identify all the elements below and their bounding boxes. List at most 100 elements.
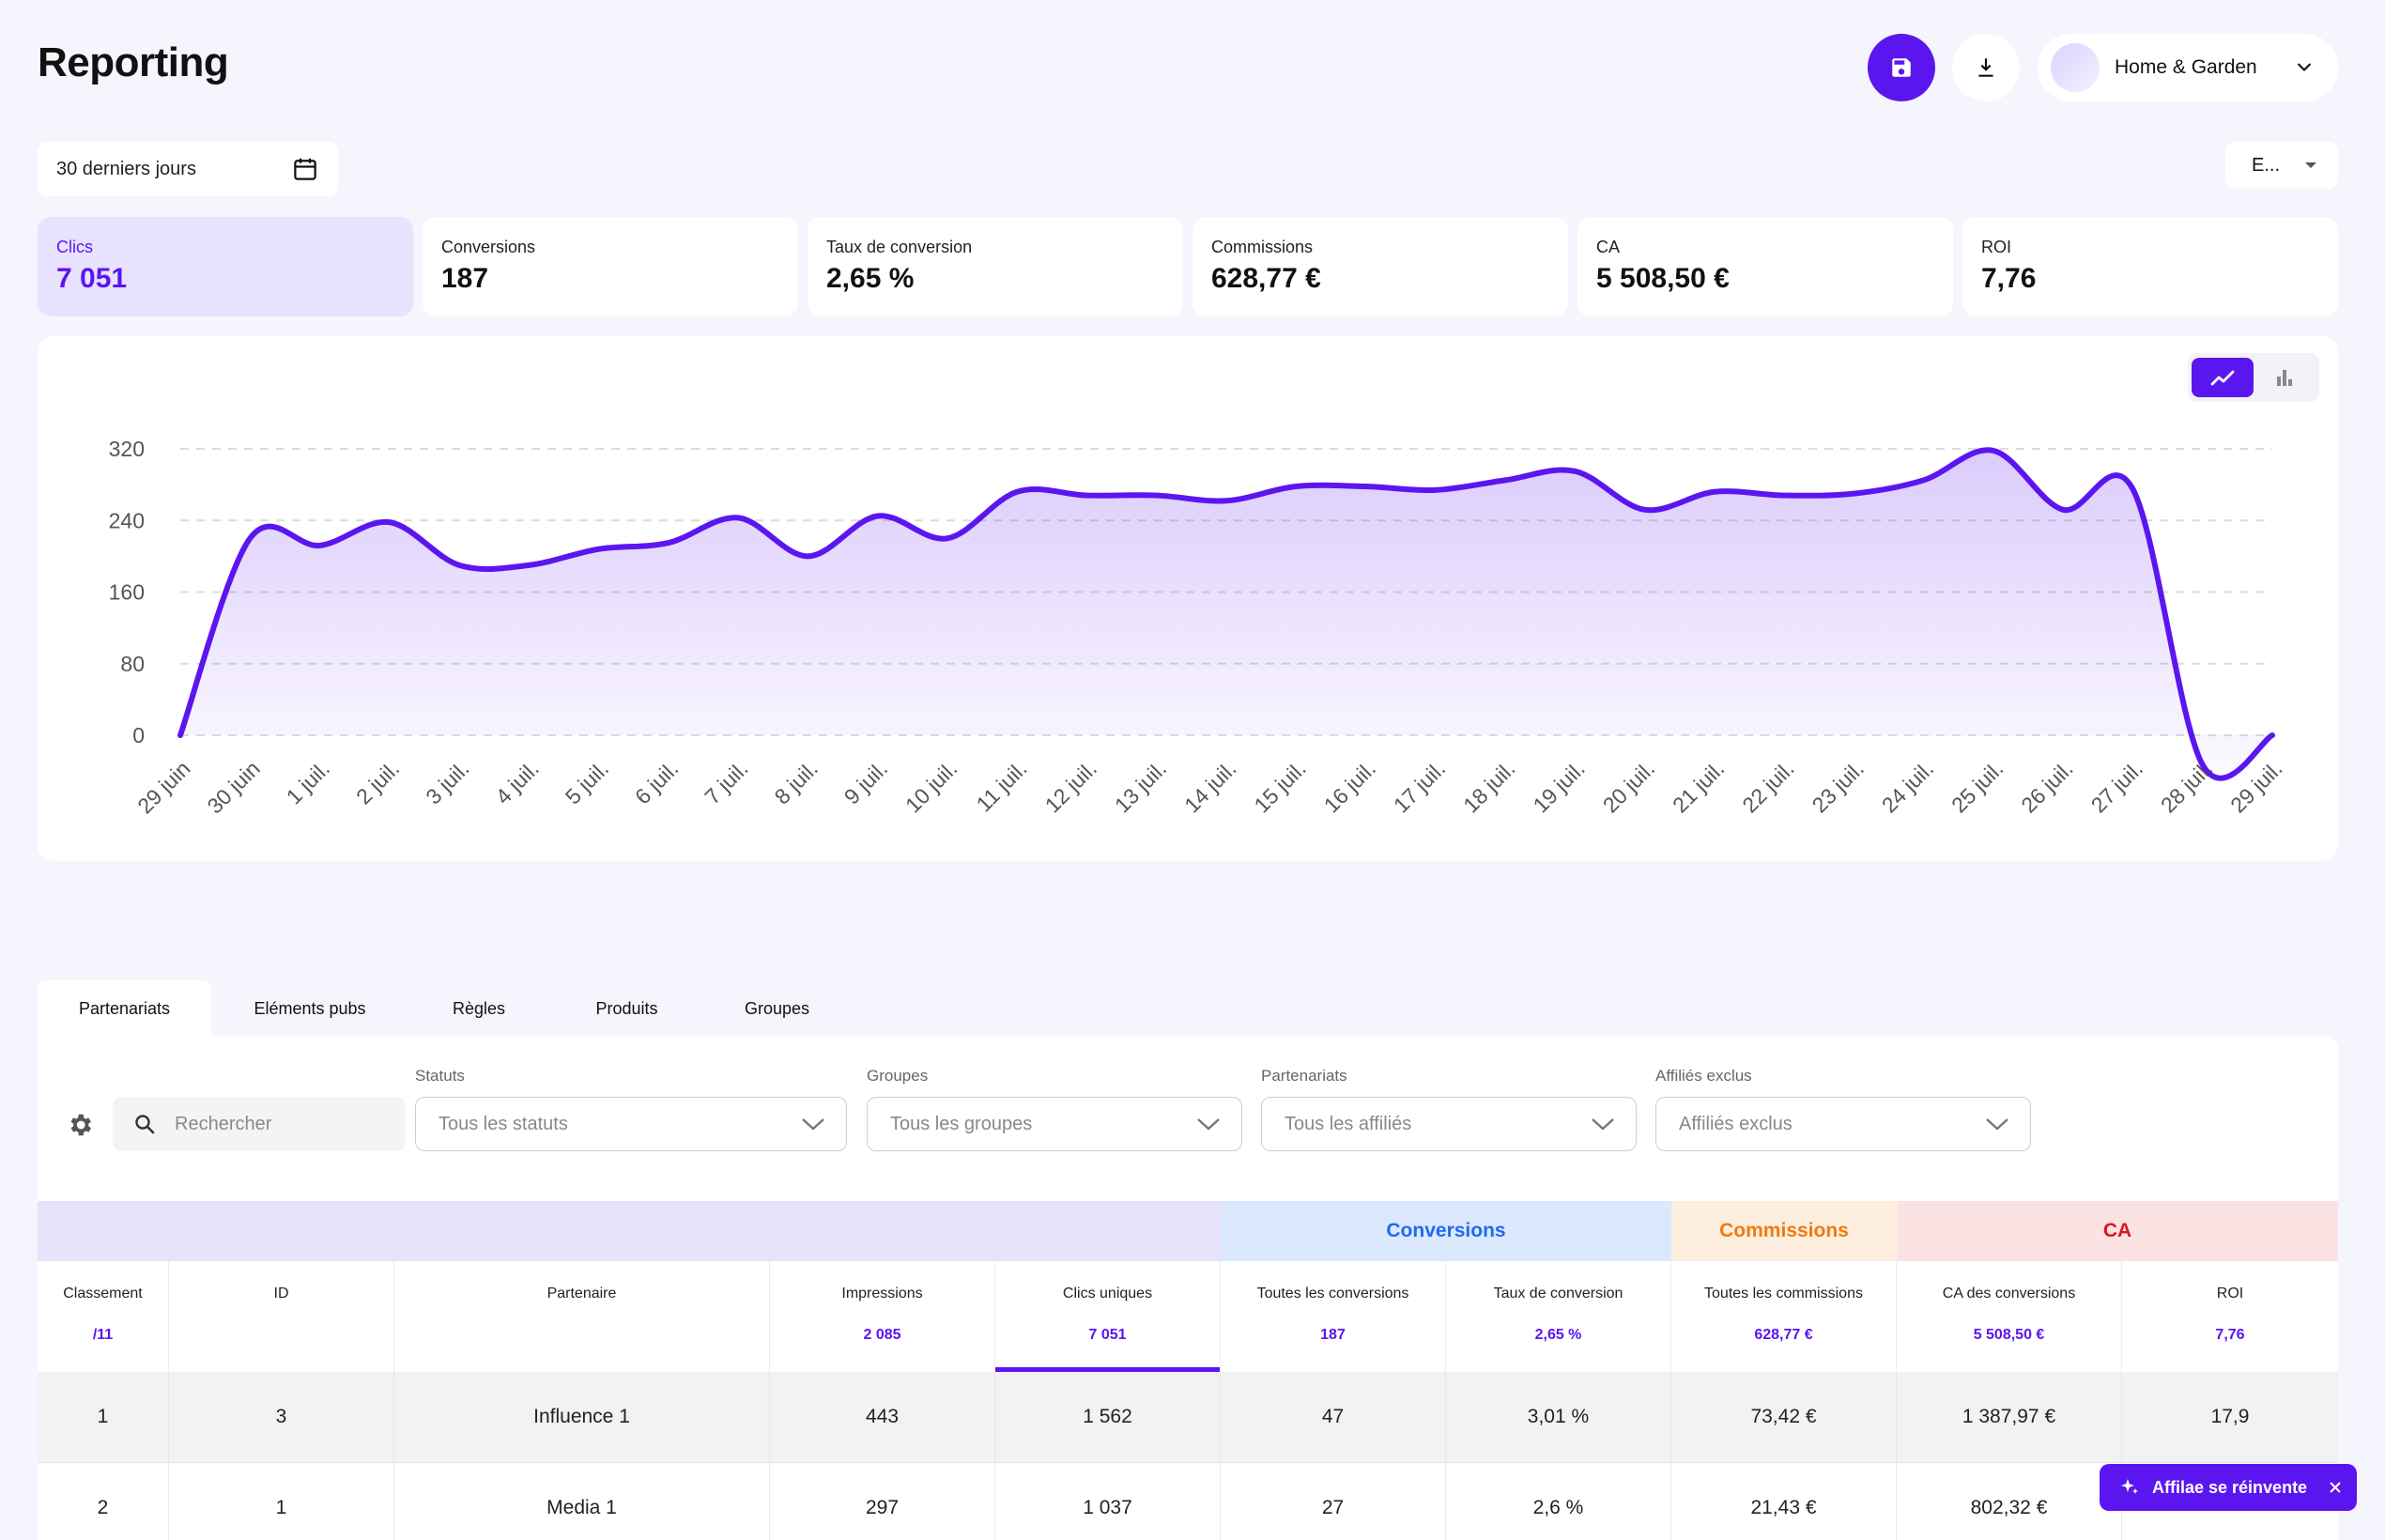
- x-tick-label: 29 juin: [132, 756, 194, 818]
- kpi-row: Clics 7 051 Conversions 187 Taux de conver…: [38, 217, 2338, 316]
- table-row[interactable]: 1 3 Influence 1 443 1 562 47 3,01 % 73,4…: [38, 1372, 2338, 1462]
- x-tick-label: 13 juil.: [1110, 756, 1171, 817]
- kpi-card-ca[interactable]: CA 5 508,50 €: [1577, 217, 1953, 316]
- save-button[interactable]: [1868, 34, 1935, 101]
- affilies-exclus-select[interactable]: Affiliés exclus: [1655, 1097, 2031, 1151]
- x-tick-label: 25 juil.: [1946, 756, 2008, 817]
- x-tick-label: 5 juil.: [561, 756, 613, 808]
- column-header-partenaire[interactable]: Partenaire: [394, 1261, 770, 1372]
- x-tick-label: 8 juil.: [770, 756, 823, 808]
- kpi-label: ROI: [1981, 238, 2012, 256]
- search-input[interactable]: Rechercher: [113, 1097, 406, 1151]
- cell-commissions: 21,43 €: [1671, 1463, 1897, 1540]
- series-line: [177, 447, 2275, 781]
- line-chart-button[interactable]: [2192, 358, 2254, 397]
- x-tick-label: 9 juil.: [839, 756, 892, 808]
- kpi-card-commissions[interactable]: Commissions 628,77 €: [1192, 217, 1568, 316]
- x-tick-label: 14 juil.: [1179, 756, 1240, 817]
- column-label: ROI: [2216, 1286, 2244, 1301]
- close-icon[interactable]: [2329, 1481, 2342, 1494]
- x-tick-label: 15 juil.: [1249, 756, 1310, 817]
- y-tick-label: 320: [109, 437, 145, 461]
- calendar-icon: [294, 158, 316, 180]
- x-tick-label: 16 juil.: [1319, 756, 1380, 817]
- save-icon: [1892, 58, 1911, 77]
- date-range-picker[interactable]: 30 derniers jours: [38, 142, 338, 196]
- sparkle-icon: [2121, 1479, 2138, 1494]
- column-header-impressions[interactable]: Impressions 2 085: [770, 1261, 995, 1372]
- x-tick-label: 23 juil.: [1808, 756, 1869, 817]
- tab-produits[interactable]: Produits: [595, 998, 658, 1018]
- select-value: Tous les affiliés: [1285, 1113, 1412, 1134]
- promo-label: Affilae se réinvente: [2152, 1477, 2308, 1497]
- column-header-roi[interactable]: ROI 7,76: [2122, 1261, 2338, 1372]
- promo-banner[interactable]: Affilae se réinvente: [2100, 1464, 2357, 1511]
- kpi-value: 2,65 %: [826, 263, 915, 294]
- cell-id: 3: [169, 1372, 394, 1462]
- column-header-ca-conversions[interactable]: CA des conversions 5 508,50 €: [1897, 1261, 2122, 1372]
- cell-clics-uniques: 1 037: [995, 1463, 1221, 1540]
- chevron-down-icon: [802, 1118, 824, 1131]
- column-group-header: Conversions Commissions CA: [38, 1201, 2338, 1261]
- kpi-card-roi[interactable]: ROI 7,76: [1962, 217, 2338, 316]
- column-header-toutes-commissions[interactable]: Toutes les commissions 628,77 €: [1671, 1261, 1897, 1372]
- column-label: CA des conversions: [1942, 1286, 2076, 1301]
- column-header-classement[interactable]: Classement/11: [38, 1261, 169, 1372]
- kpi-card-taux-conversion[interactable]: Taux de conversion 2,65 %: [808, 217, 1183, 316]
- kpi-value: 7,76: [1981, 263, 2037, 294]
- y-tick-label: 240: [109, 508, 145, 532]
- x-tick-label: 1 juil.: [282, 756, 334, 808]
- filter-bar: Rechercher Statuts Tous les statuts Grou…: [38, 1037, 2338, 1201]
- filter-statuts: Statuts Tous les statuts: [415, 1067, 847, 1151]
- select-value: Tous les statuts: [439, 1113, 568, 1134]
- kpi-label: Commissions: [1211, 238, 1314, 256]
- statuts-select[interactable]: Tous les statuts: [415, 1097, 847, 1151]
- currency-select[interactable]: E...: [2225, 142, 2338, 189]
- column-header-clics-uniques[interactable]: Clics uniques 7 051: [995, 1261, 1221, 1372]
- y-tick-label: 0: [132, 723, 145, 747]
- cell-impressions: 297: [770, 1463, 995, 1540]
- column-header-toutes-conversions[interactable]: Toutes les conversions 187: [1221, 1261, 1446, 1372]
- date-range-label: 30 derniers jours: [56, 158, 196, 179]
- tab-elements-pubs[interactable]: Eléments pubs: [254, 998, 366, 1018]
- tab-groupes[interactable]: Groupes: [744, 998, 810, 1018]
- tab-partenariats[interactable]: Partenariats: [38, 980, 211, 1037]
- partenariats-select[interactable]: Tous les affiliés: [1261, 1097, 1637, 1151]
- tab-bar: Partenariats Eléments pubs Règles Produi…: [38, 980, 850, 1037]
- clicks-area-chart: 0 80 160 240 320 29 juin 30 juin 1 juil. 2 juil.…: [109, 437, 2287, 818]
- column-label: Partenaire: [546, 1286, 617, 1301]
- column-total: /11: [92, 1327, 114, 1343]
- chevron-down-icon: [1197, 1118, 1220, 1131]
- column-total: 2 085: [863, 1327, 901, 1343]
- bar-chart-icon: [2277, 370, 2292, 386]
- x-tick-label: 30 juin: [202, 756, 264, 818]
- table-row[interactable]: 2 1 Media 1 297 1 037 27 2,6 % 21,43 € 8…: [38, 1462, 2338, 1540]
- x-tick-label: 4 juil.: [491, 756, 544, 808]
- groupes-select[interactable]: Tous les groupes: [867, 1097, 1242, 1151]
- y-tick-label: 80: [120, 652, 145, 676]
- bar-chart-button[interactable]: [2254, 358, 2316, 397]
- kpi-value: 7 051: [56, 263, 128, 294]
- download-button[interactable]: [1952, 34, 2020, 101]
- chevron-down-icon: [2298, 63, 2311, 71]
- column-header-id[interactable]: ID: [169, 1261, 394, 1372]
- column-total: 5 508,50 €: [1973, 1327, 2045, 1343]
- gear-icon[interactable]: [66, 1111, 94, 1139]
- cell-classement: 2: [38, 1463, 169, 1540]
- cell-clics-uniques: 1 562: [995, 1372, 1221, 1462]
- filter-label: Affiliés exclus: [1655, 1067, 1752, 1085]
- column-header-taux-conversion[interactable]: Taux de conversion 2,65 %: [1446, 1261, 1671, 1372]
- kpi-label: Clics: [56, 238, 93, 256]
- kpi-card-conversions[interactable]: Conversions 187: [423, 217, 798, 316]
- x-tick-label: 10 juil.: [900, 756, 962, 817]
- x-tick-label: 26 juil.: [2016, 756, 2077, 817]
- caret-down-icon: [2305, 162, 2316, 168]
- column-label: Taux de conversion: [1493, 1286, 1623, 1301]
- column-label: ID: [273, 1286, 289, 1301]
- tab-regles[interactable]: Règles: [452, 998, 506, 1018]
- kpi-card-clics[interactable]: Clics 7 051: [38, 217, 413, 316]
- account-selector[interactable]: Home & Garden: [2038, 34, 2338, 101]
- column-label: Toutes les conversions: [1256, 1286, 1409, 1301]
- cell-id: 1: [169, 1463, 394, 1540]
- cell-taux-conversion: 2,6 %: [1446, 1463, 1671, 1540]
